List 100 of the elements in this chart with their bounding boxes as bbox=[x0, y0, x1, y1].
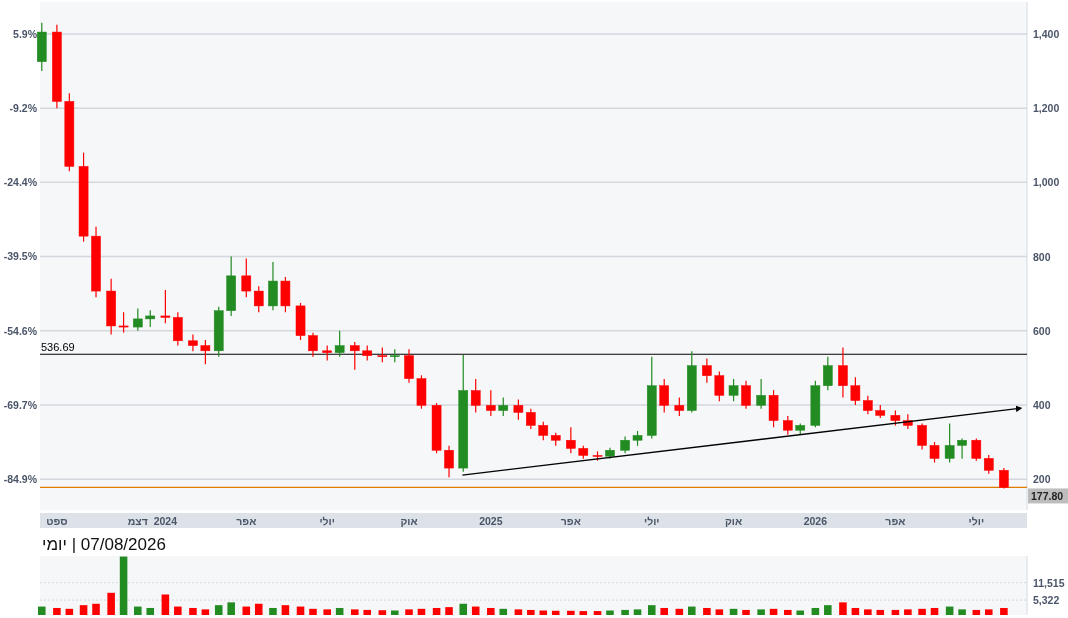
candlestick bbox=[334, 330, 345, 358]
bar bbox=[579, 611, 588, 615]
candlestick bbox=[241, 257, 252, 298]
bar bbox=[551, 610, 560, 615]
bar bbox=[53, 607, 61, 615]
candlestick bbox=[160, 289, 171, 324]
bar bbox=[499, 608, 508, 615]
bar bbox=[757, 609, 765, 615]
bar bbox=[201, 609, 210, 615]
candlestick bbox=[957, 437, 967, 460]
candlestick bbox=[756, 378, 766, 410]
bar bbox=[378, 610, 387, 615]
candlestick bbox=[538, 421, 549, 441]
y2-tick-label: -24.4% bbox=[3, 176, 38, 189]
bar bbox=[633, 609, 642, 615]
bar bbox=[107, 592, 115, 615]
bar bbox=[918, 608, 926, 615]
bar bbox=[593, 611, 602, 615]
y2-tick-label: -69.7% bbox=[3, 398, 38, 411]
candlestick bbox=[133, 307, 143, 332]
y2-tick-label: 5.9% bbox=[13, 27, 38, 40]
ref-line-label: 177.80 bbox=[1031, 489, 1064, 502]
y-tick-label: 1,400 bbox=[1033, 27, 1060, 40]
bar bbox=[161, 594, 170, 615]
candlestick bbox=[308, 332, 318, 358]
bar bbox=[146, 607, 155, 615]
x-tick-label: 2024 bbox=[153, 514, 178, 527]
bar bbox=[621, 609, 629, 615]
bar bbox=[891, 609, 900, 615]
y2-tick-label: -84.9% bbox=[3, 473, 38, 486]
candlestick bbox=[674, 396, 685, 417]
bar bbox=[38, 606, 46, 615]
candlestick bbox=[929, 441, 940, 464]
x-tick-label: 2026 bbox=[803, 514, 828, 527]
bar bbox=[811, 607, 820, 615]
bar bbox=[864, 609, 872, 615]
candlestick bbox=[404, 348, 414, 384]
y2-tick-label: -54.6% bbox=[3, 324, 38, 337]
x-tick-label: יולי bbox=[319, 514, 335, 527]
bar bbox=[715, 609, 724, 615]
bar bbox=[459, 603, 468, 615]
bar bbox=[445, 607, 453, 615]
candlestick bbox=[486, 389, 496, 417]
y2-tick-label: -9.2% bbox=[9, 101, 38, 114]
candlestick bbox=[714, 370, 725, 402]
bar bbox=[214, 605, 223, 615]
x-tick-label: דצמ bbox=[127, 514, 148, 527]
x-tick-label: אפר bbox=[236, 514, 257, 527]
ref-line-label: 536.69 bbox=[41, 341, 75, 354]
candlestick bbox=[823, 356, 833, 391]
bar bbox=[703, 607, 711, 615]
candlestick bbox=[659, 378, 669, 414]
bar bbox=[839, 602, 847, 615]
candlestick bbox=[702, 358, 712, 384]
bar bbox=[363, 609, 371, 615]
bar bbox=[309, 608, 317, 615]
candlestick bbox=[444, 445, 454, 478]
y2-tick-label: -39.5% bbox=[3, 250, 38, 263]
bar bbox=[323, 609, 331, 615]
candlestick bbox=[173, 311, 183, 347]
bar bbox=[350, 609, 359, 615]
y-tick-label: 400 bbox=[1033, 398, 1051, 411]
chart-title: 07/08/2026 | יומי bbox=[42, 535, 166, 554]
candlestick bbox=[838, 346, 848, 399]
bar bbox=[824, 605, 832, 615]
x-tick-label: יולי bbox=[644, 514, 660, 527]
bar bbox=[119, 556, 128, 615]
candlestick bbox=[513, 398, 524, 421]
candlestick bbox=[944, 422, 955, 464]
candlestick bbox=[983, 454, 994, 475]
candlestick bbox=[188, 333, 198, 352]
x-tick-label: אוק bbox=[400, 514, 418, 527]
bar bbox=[335, 607, 344, 615]
bar bbox=[958, 609, 966, 615]
bar bbox=[432, 607, 441, 615]
bar bbox=[281, 605, 290, 615]
bar bbox=[405, 609, 413, 615]
candlestick bbox=[728, 378, 739, 402]
x-tick-label: אפר bbox=[560, 514, 581, 527]
bar bbox=[984, 609, 993, 615]
candlestick bbox=[349, 341, 360, 371]
candlestick bbox=[566, 426, 576, 454]
bar bbox=[876, 609, 885, 615]
bar bbox=[391, 610, 399, 615]
candlestick bbox=[863, 395, 873, 415]
bar bbox=[134, 606, 142, 615]
candlestick bbox=[850, 376, 861, 406]
bar bbox=[487, 607, 495, 615]
bar bbox=[742, 609, 750, 615]
candlestick bbox=[253, 285, 264, 313]
bar bbox=[796, 610, 805, 615]
bar bbox=[567, 610, 575, 615]
bar bbox=[930, 607, 939, 615]
bar bbox=[79, 605, 88, 615]
bar bbox=[189, 607, 197, 615]
candlestick bbox=[498, 396, 509, 417]
bar bbox=[784, 609, 792, 615]
candlestick bbox=[526, 408, 536, 430]
bar bbox=[527, 609, 535, 615]
bar bbox=[851, 607, 860, 615]
